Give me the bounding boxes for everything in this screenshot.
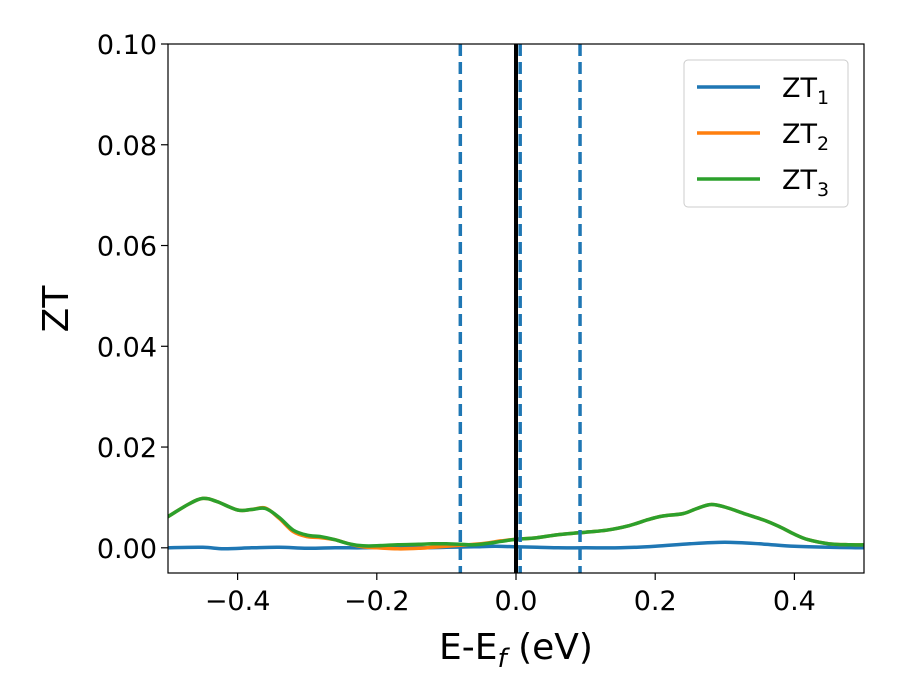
y-axis-title: ZT bbox=[36, 285, 77, 333]
series-line-3 bbox=[168, 496, 864, 548]
legend-box bbox=[683, 59, 849, 208]
x-axis-ticks: −0.4 −0.2 0.0 0.2 0.4 bbox=[205, 573, 816, 617]
y-tick-label: 0.08 bbox=[97, 131, 157, 162]
legend-label-3: ZT3 bbox=[782, 165, 829, 201]
legend-label-2: ZT2 bbox=[782, 119, 829, 155]
x-axis-title: E-Ef (eV) bbox=[439, 627, 593, 674]
x-tick-label: −0.2 bbox=[344, 586, 410, 617]
x-tick-label: 0.0 bbox=[495, 586, 538, 617]
legend: ZT1 ZT2 ZT3 bbox=[683, 59, 849, 208]
y-axis-ticks: 0.00 0.02 0.04 0.06 0.08 0.10 bbox=[97, 30, 168, 565]
series-layer bbox=[168, 496, 864, 551]
y-tick-label: 0.00 bbox=[97, 534, 157, 565]
x-tick-label: 0.2 bbox=[634, 586, 677, 617]
series-line-1 bbox=[168, 540, 864, 551]
legend-label-1: ZT1 bbox=[782, 73, 829, 109]
y-tick-label: 0.10 bbox=[97, 30, 157, 61]
x-tick-label: −0.4 bbox=[205, 586, 271, 617]
y-tick-label: 0.02 bbox=[97, 433, 157, 464]
y-tick-label: 0.06 bbox=[97, 232, 157, 263]
reference-lines bbox=[458, 44, 582, 573]
y-tick-label: 0.04 bbox=[97, 332, 157, 363]
x-tick-label: 0.4 bbox=[773, 586, 816, 617]
